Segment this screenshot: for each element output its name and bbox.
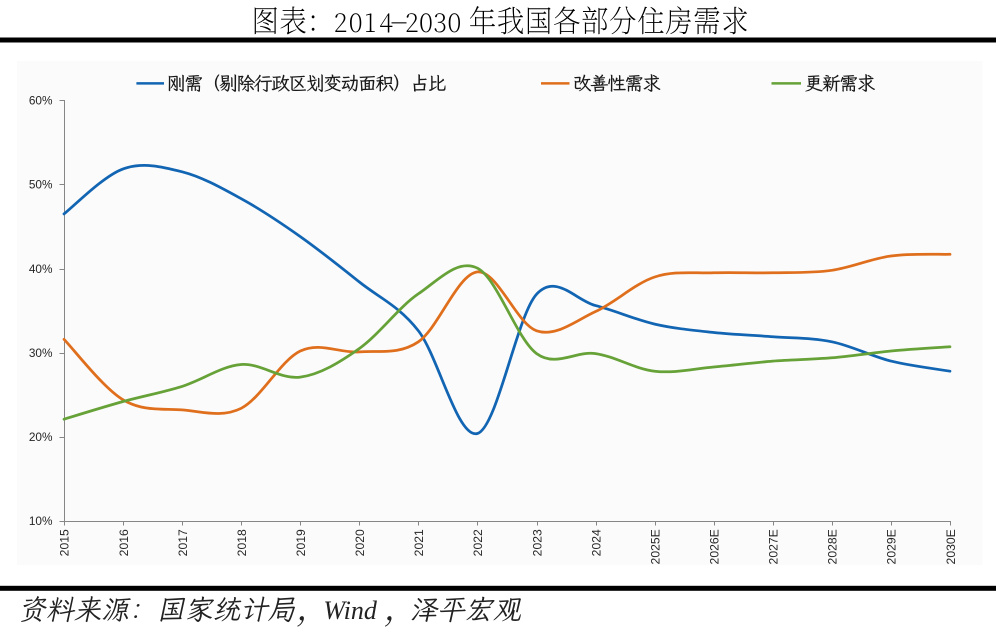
svg-text:10%: 10% (29, 514, 53, 528)
svg-text:30%: 30% (29, 346, 53, 360)
svg-text:2016: 2016 (117, 529, 131, 556)
svg-text:60%: 60% (29, 94, 53, 108)
svg-text:2030E: 2030E (944, 529, 958, 564)
svg-text:2027E: 2027E (767, 529, 781, 564)
svg-text:2026E: 2026E (708, 529, 722, 564)
svg-text:20%: 20% (29, 430, 53, 444)
svg-text:2022: 2022 (471, 529, 485, 556)
svg-text:2021: 2021 (412, 529, 426, 556)
svg-text:2015: 2015 (58, 529, 72, 556)
svg-text:2017: 2017 (176, 529, 190, 556)
svg-text:Wind: Wind (323, 596, 377, 625)
svg-text:2028E: 2028E (826, 529, 840, 564)
svg-text:2019: 2019 (294, 529, 308, 556)
svg-text:50%: 50% (29, 178, 53, 192)
svg-text:2025E: 2025E (648, 529, 662, 564)
svg-text:2024: 2024 (589, 529, 603, 556)
svg-text:40%: 40% (29, 262, 53, 276)
svg-text:2020: 2020 (353, 529, 367, 556)
svg-text:2029E: 2029E (885, 529, 899, 564)
svg-text:2018: 2018 (235, 529, 249, 556)
svg-text:2023: 2023 (530, 529, 544, 556)
